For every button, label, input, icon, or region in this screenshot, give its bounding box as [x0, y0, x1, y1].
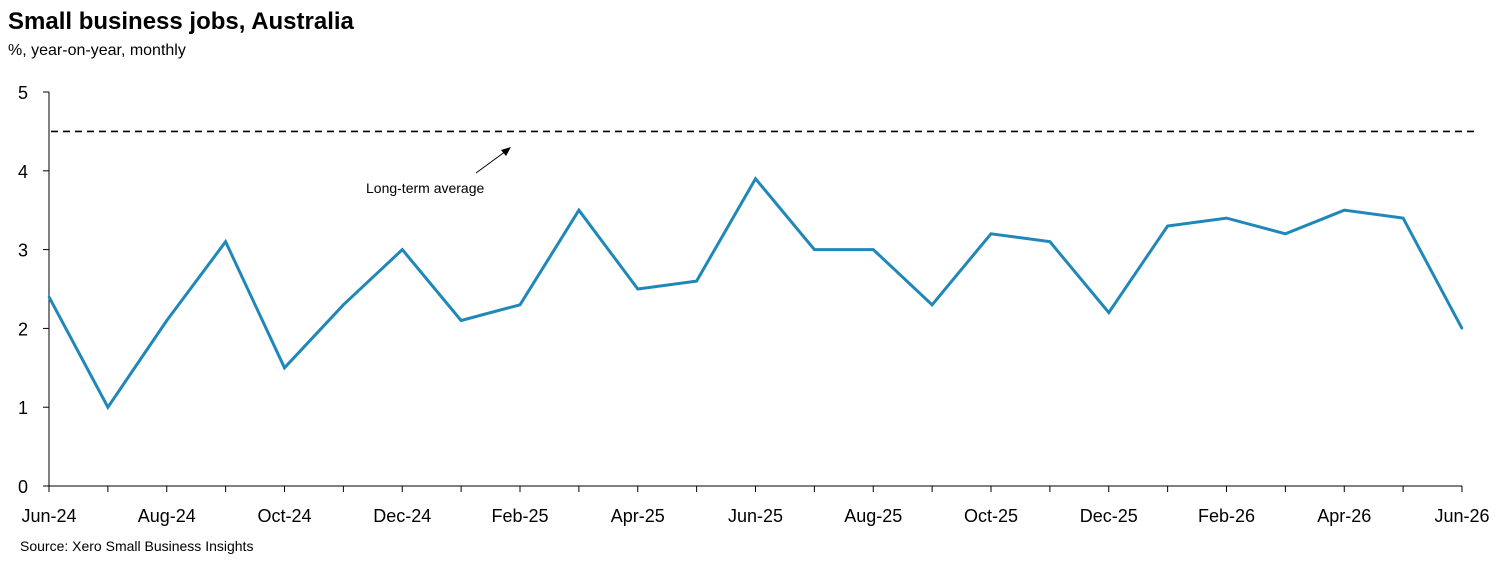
data-point — [1107, 311, 1110, 314]
reference-line-label: Long-term average — [366, 180, 485, 196]
data-point — [1284, 232, 1287, 236]
reference-line-group: Long-term average — [51, 130, 1476, 196]
x-tick-label: Dec-25 — [1080, 506, 1138, 526]
data-point — [47, 295, 51, 299]
data-point — [872, 248, 875, 251]
annotation-arrowhead — [501, 147, 511, 156]
x-tick-label: Apr-25 — [611, 506, 665, 526]
y-tick-label: 2 — [18, 319, 28, 339]
data-point — [1225, 216, 1228, 220]
data-point — [695, 279, 698, 283]
x-tick-label: Feb-25 — [491, 506, 548, 526]
x-tick-label: Oct-24 — [257, 506, 311, 526]
chart-subtitle: %, year-on-year, monthly — [8, 42, 186, 59]
chart-title: Small business jobs, Australia — [8, 8, 354, 35]
data-point — [636, 287, 639, 291]
y-tick-label: 0 — [18, 477, 28, 497]
data-point — [165, 319, 168, 322]
data-point — [1166, 224, 1169, 228]
y-tick-label: 1 — [18, 398, 28, 418]
axes — [48, 92, 1462, 487]
data-point — [1343, 209, 1346, 212]
y-axis-ticks: 0 1 2 3 4 5 — [18, 83, 49, 497]
y-tick-label: 5 — [18, 83, 28, 103]
series-line — [47, 176, 1464, 411]
data-point — [224, 240, 227, 243]
x-tick-label: Feb-26 — [1198, 506, 1255, 526]
x-tick-label: Aug-25 — [844, 506, 902, 526]
data-point — [401, 248, 404, 251]
data-point — [459, 319, 463, 322]
x-tick-label: Oct-25 — [964, 506, 1018, 526]
x-tick-label: Apr-26 — [1317, 506, 1371, 526]
data-point — [1460, 327, 1464, 330]
y-tick-label: 4 — [18, 162, 28, 182]
data-point — [577, 209, 581, 212]
x-axis-ticks: Jun-24 Aug-24 Oct-24 Dec-24 Feb-25 Apr-25 Jun-… — [21, 486, 1490, 526]
data-point — [930, 303, 934, 306]
data-point — [342, 303, 345, 306]
data-point — [283, 366, 286, 369]
data-point — [106, 406, 110, 409]
data-point — [813, 248, 816, 251]
x-tick-label: Jun-24 — [21, 506, 76, 526]
annotation-arrow — [475, 150, 507, 174]
source-note: Source: Xero Small Business Insights — [20, 538, 254, 554]
data-point — [518, 303, 522, 306]
x-tick-label: Dec-24 — [373, 506, 431, 526]
y-tick-label: 3 — [18, 241, 28, 261]
data-point — [1048, 240, 1052, 243]
x-tick-label: Aug-24 — [138, 506, 196, 526]
x-tick-label: Jun-26 — [1434, 506, 1489, 526]
data-point — [754, 177, 757, 180]
series-group — [47, 176, 1464, 411]
data-point — [1401, 216, 1405, 220]
data-point — [989, 232, 993, 236]
x-tick-label: Jun-25 — [728, 506, 783, 526]
